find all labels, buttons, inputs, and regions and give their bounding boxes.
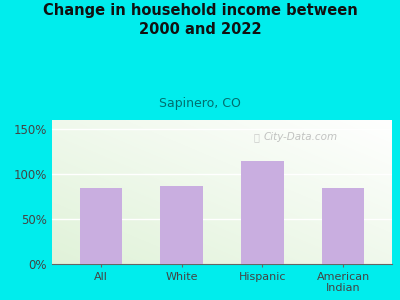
Bar (242, 160, 284, 264)
Text: Sapinero, CO: Sapinero, CO (159, 98, 241, 110)
Text: Change in household income between
2000 and 2022: Change in household income between 2000 … (43, 3, 357, 37)
Bar (322, 188, 364, 264)
Bar (160, 186, 202, 264)
Text: ⓘ: ⓘ (253, 132, 259, 142)
Text: City-Data.com: City-Data.com (263, 132, 337, 142)
Bar (80, 188, 122, 264)
